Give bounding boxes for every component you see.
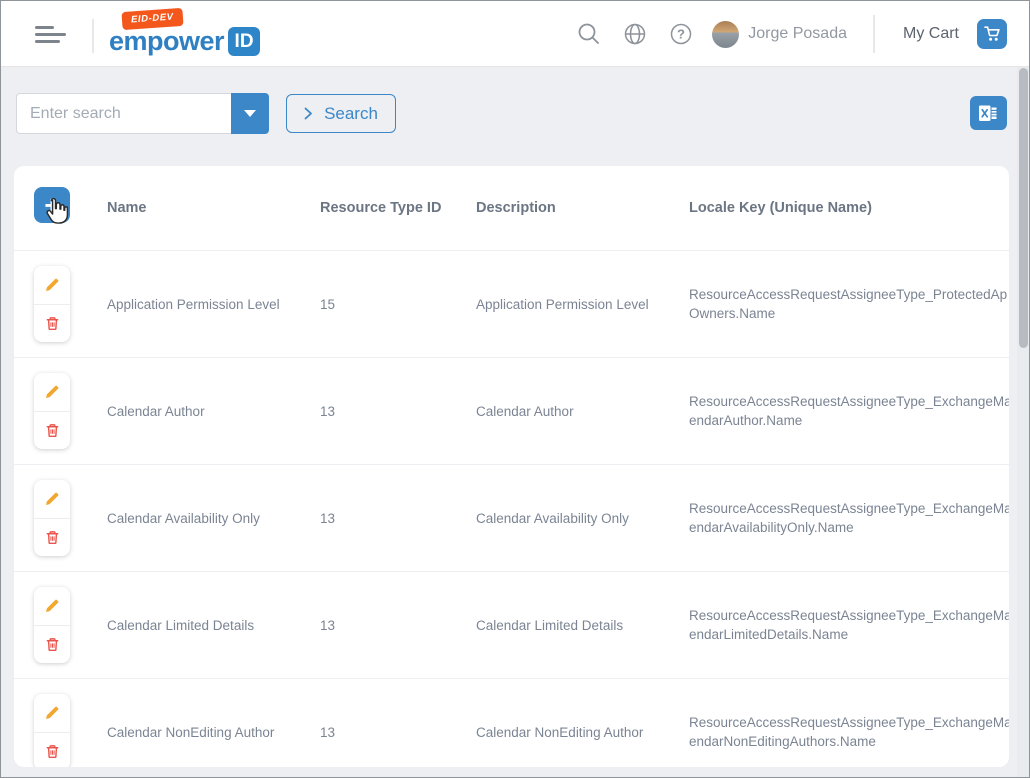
trash-icon: [45, 530, 60, 545]
table-row: Application Permission Level 15 Applicat…: [14, 251, 1009, 358]
header-divider: [92, 19, 94, 53]
row-action-card: [34, 266, 70, 342]
pencil-icon: [44, 491, 60, 507]
trash-icon: [45, 637, 60, 652]
row-action-card: [34, 587, 70, 663]
locale-key-line1: ResourceAccessRequestAssigneeType_Exchan…: [689, 394, 1009, 409]
locale-key-line2: endarAuthor.Name: [689, 413, 803, 428]
search-dropdown-button[interactable]: [231, 93, 269, 134]
export-excel-button[interactable]: [970, 96, 1007, 130]
delete-button[interactable]: [34, 733, 70, 768]
locale-key-line2: endarLimitedDetails.Name: [689, 627, 849, 642]
delete-button[interactable]: [34, 305, 70, 343]
vertical-scrollbar[interactable]: [1017, 67, 1029, 777]
locale-key-line2: Owners.Name: [689, 306, 776, 321]
scrollbar-thumb[interactable]: [1018, 68, 1028, 348]
globe-icon[interactable]: [622, 21, 648, 47]
row-action-card: [34, 373, 70, 449]
column-header-locale-key[interactable]: Locale Key (Unique Name): [689, 200, 872, 216]
cart-button[interactable]: [977, 19, 1007, 49]
search-icon[interactable]: [576, 21, 602, 47]
locale-key-line2: endarNonEditingAuthors.Name: [689, 734, 876, 749]
cell-description: Application Permission Level: [476, 296, 649, 312]
pencil-icon: [44, 384, 60, 400]
locale-key-line1: ResourceAccessRequestAssigneeType_Protec…: [689, 287, 1008, 302]
delete-button[interactable]: [34, 626, 70, 664]
header-divider: [873, 15, 875, 53]
cell-locale-key: ResourceAccessRequestAssigneeType_Protec…: [689, 285, 1009, 323]
column-header-resource-type-id[interactable]: Resource Type ID: [320, 200, 442, 216]
cell-description: Calendar Author: [476, 403, 574, 419]
excel-icon: [978, 104, 999, 123]
locale-key-line1: ResourceAccessRequestAssigneeType_Exchan…: [689, 501, 1009, 516]
resource-table: + Name Resource Type ID Description Loca…: [14, 166, 1009, 767]
cell-name: Calendar Availability Only: [107, 510, 260, 526]
cell-description: Calendar NonEditing Author: [476, 724, 644, 740]
cell-locale-key: ResourceAccessRequestAssigneeType_Exchan…: [689, 392, 1009, 430]
edit-button[interactable]: [34, 266, 70, 304]
chevron-down-icon: [244, 110, 256, 117]
search-input[interactable]: [16, 93, 231, 134]
row-action-card: [34, 480, 70, 556]
cell-description: Calendar Availability Only: [476, 510, 629, 526]
brand-logo[interactable]: EID-DEV empower ID: [109, 7, 261, 57]
table-row: Calendar Availability Only 13 Calendar A…: [14, 465, 1009, 572]
top-header: EID-DEV empower ID: [1, 1, 1029, 67]
table-row: Calendar Limited Details 13 Calendar Lim…: [14, 572, 1009, 679]
cell-name: Calendar Author: [107, 403, 205, 419]
delete-button[interactable]: [34, 412, 70, 450]
cell-name: Application Permission Level: [107, 296, 280, 312]
search-button[interactable]: Search: [286, 94, 396, 133]
table-row: Calendar Author 13 Calendar Author Resou…: [14, 358, 1009, 465]
pencil-icon: [44, 277, 60, 293]
add-button[interactable]: +: [34, 187, 70, 223]
cell-resource-type-id: 15: [320, 296, 336, 312]
chevron-right-icon: [304, 107, 312, 120]
cell-locale-key: ResourceAccessRequestAssigneeType_Exchan…: [689, 499, 1009, 537]
pencil-icon: [44, 705, 60, 721]
edit-button[interactable]: [34, 694, 70, 732]
table-body: Application Permission Level 15 Applicat…: [14, 251, 1009, 767]
header-actions: ? Jorge Posada My Cart: [576, 1, 1007, 67]
menu-icon[interactable]: [35, 26, 67, 43]
edit-button[interactable]: [34, 373, 70, 411]
svg-text:?: ?: [677, 27, 685, 42]
cell-locale-key: ResourceAccessRequestAssigneeType_Exchan…: [689, 606, 1009, 644]
locale-key-line1: ResourceAccessRequestAssigneeType_Exchan…: [689, 715, 1009, 730]
my-cart-label[interactable]: My Cart: [903, 25, 959, 42]
column-header-name[interactable]: Name: [107, 200, 147, 216]
row-action-card: [34, 694, 70, 767]
brand-id-box: ID: [228, 27, 261, 56]
column-header-description[interactable]: Description: [476, 200, 556, 216]
help-icon[interactable]: ?: [668, 21, 694, 47]
pencil-icon: [44, 598, 60, 614]
cell-description: Calendar Limited Details: [476, 617, 624, 633]
cell-resource-type-id: 13: [320, 724, 336, 740]
user-avatar[interactable]: [712, 20, 740, 48]
user-name[interactable]: Jorge Posada: [748, 25, 847, 42]
locale-key-line1: ResourceAccessRequestAssigneeType_Exchan…: [689, 608, 1009, 623]
brand-name: empower: [109, 26, 225, 56]
cell-resource-type-id: 13: [320, 617, 336, 633]
search-button-label: Search: [324, 103, 378, 123]
table-header-row: + Name Resource Type ID Description Loca…: [14, 166, 1009, 251]
cell-name: Calendar Limited Details: [107, 617, 255, 633]
trash-icon: [45, 744, 60, 759]
trash-icon: [45, 316, 60, 331]
cell-resource-type-id: 13: [320, 403, 336, 419]
table-row: Calendar NonEditing Author 13 Calendar N…: [14, 679, 1009, 767]
cell-locale-key: ResourceAccessRequestAssigneeType_Exchan…: [689, 713, 1009, 751]
edit-button[interactable]: [34, 587, 70, 625]
locale-key-line2: endarAvailabilityOnly.Name: [689, 520, 854, 535]
trash-icon: [45, 423, 60, 438]
cell-resource-type-id: 13: [320, 510, 336, 526]
cart-icon: [983, 26, 1001, 42]
delete-button[interactable]: [34, 519, 70, 557]
cell-name: Calendar NonEditing Author: [107, 724, 275, 740]
edit-button[interactable]: [34, 480, 70, 518]
